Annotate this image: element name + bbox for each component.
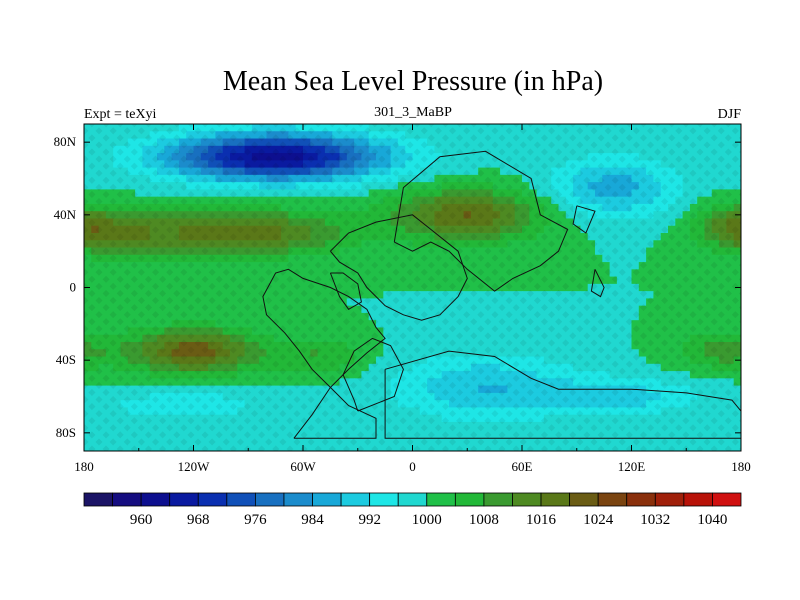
colorbar-label: 1008: [469, 512, 499, 528]
colorbar-label: 992: [358, 512, 381, 528]
continent-outlines: [262, 150, 741, 439]
colorbar: 960 968 976 984 992 1000 1008 1016 1024 1032 1040: [83, 492, 742, 528]
colorbar-box: [426, 492, 456, 507]
y-tick-label: 80N: [54, 134, 77, 149]
colorbar-box: [712, 492, 742, 507]
y-tick-label: 0: [70, 280, 77, 295]
colorbar-box: [397, 492, 428, 507]
colorbar-box: [254, 492, 285, 507]
colorbar-box: [512, 492, 542, 507]
colorbar-box: [369, 492, 399, 507]
plot-area: [84, 124, 741, 451]
x-tick-label: 60E: [512, 459, 533, 474]
colorbar-box: [226, 492, 256, 507]
x-tick-label: 180: [74, 459, 94, 474]
subtitle-right: DJF: [718, 107, 742, 122]
continent-outline: [393, 150, 569, 292]
x-tick-label: 120W: [178, 459, 211, 474]
subtitle-center: 301_3_MaBP: [374, 105, 452, 120]
subtitle-left: Expt = teXyi: [84, 107, 157, 122]
continent-outline: [262, 268, 386, 439]
chart-title: Mean Sea Level Pressure (in hPa): [223, 66, 603, 97]
colorbar-box: [454, 492, 485, 507]
x-tick-label: 180: [731, 459, 751, 474]
colorbar-box: [654, 492, 685, 507]
x-tick-label: 60W: [290, 459, 316, 474]
colorbar-label: 1016: [526, 512, 557, 528]
colorbar-box: [140, 492, 171, 507]
colorbar-box: [597, 492, 628, 507]
colorbar-label: 976: [244, 512, 267, 528]
y-tick-label: 40N: [54, 207, 77, 222]
y-tick-label: 80S: [56, 425, 76, 440]
x-tick-label: 120E: [618, 459, 646, 474]
colorbar-box: [626, 492, 656, 507]
colorbar-box: [483, 492, 513, 507]
colorbar-box: [569, 492, 599, 507]
stipple-overlay: [84, 124, 741, 451]
colorbar-box: [197, 492, 228, 507]
x-axis: 180 120W 60W 0 60E 120E 180: [74, 124, 751, 474]
colorbar-label: 984: [301, 512, 324, 528]
colorbar-box: [540, 492, 571, 507]
colorbar-box: [683, 492, 713, 507]
colorbar-box: [283, 492, 313, 507]
colorbar-label: 1000: [412, 512, 442, 528]
colorbar-box: [312, 492, 342, 507]
colorbar-box: [340, 492, 371, 507]
continent-outline: [590, 269, 605, 298]
colorbar-box: [169, 492, 199, 507]
continent-outline: [384, 350, 741, 439]
colorbar-label: 968: [187, 512, 210, 528]
colorbar-label: 1024: [583, 512, 614, 528]
colorbar-label: 1032: [640, 512, 670, 528]
continent-outline: [342, 337, 404, 412]
continent-outline: [330, 214, 468, 321]
continent-outline: [329, 272, 362, 310]
colorbar-box: [112, 492, 142, 507]
colorbar-box: [83, 492, 113, 507]
y-axis: 80N 40N 0 40S 80S: [54, 134, 741, 440]
colorbar-label: 960: [130, 512, 153, 528]
y-tick-label: 40S: [56, 352, 76, 367]
continent-outline: [572, 205, 596, 234]
x-tick-label: 0: [409, 459, 416, 474]
colorbar-label: 1040: [697, 512, 727, 528]
